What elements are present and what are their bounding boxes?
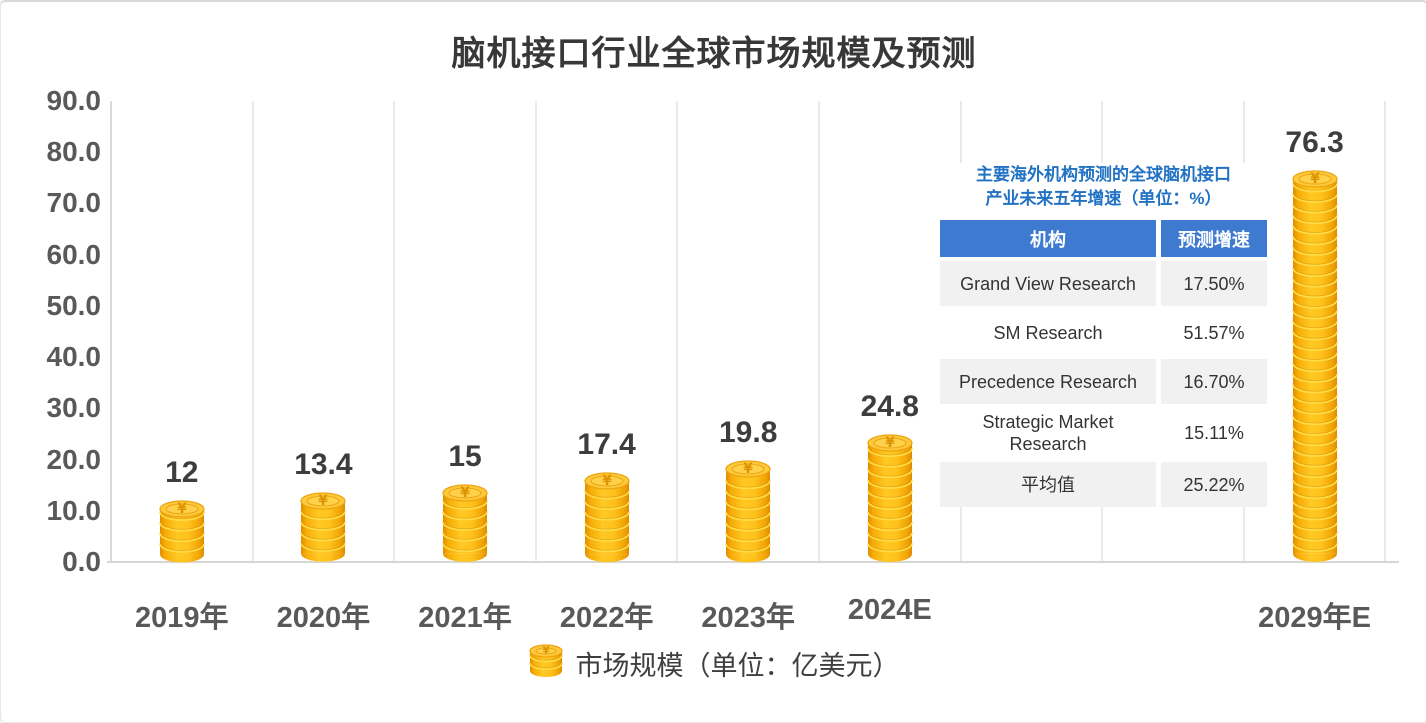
svg-text:¥: ¥ [319, 493, 329, 509]
y-tick-label: 30.0 [46, 392, 102, 424]
table-cell-org: SM Research [940, 310, 1156, 355]
y-tick-label: 60.0 [46, 238, 102, 270]
legend: ¥ 市场规模（单位：亿美元） [1, 644, 1426, 683]
inset-table-title-line2: 产业未来五年增速（单位：%） [985, 189, 1222, 208]
bar-value-label: 19.8 [718, 415, 778, 449]
y-tick-label: 10.0 [46, 494, 102, 526]
x-axis-line [107, 561, 1399, 563]
inset-table: 主要海外机构预测的全球脑机接口 产业未来五年增速（单位：%） 机构 预测增速 G… [940, 163, 1267, 507]
table-header-growth: 预测增速 [1161, 220, 1267, 257]
y-tick-label: 0.0 [62, 546, 101, 577]
bar-2019年: ¥ [158, 499, 205, 568]
coin-stack-icon: ¥ [528, 644, 563, 683]
x-tick-label: 2021年 [418, 602, 512, 634]
table-cell-org: Strategic Market Research [940, 408, 1156, 458]
bar-value-label: 13.4 [294, 448, 353, 482]
bar-2020年: ¥ [300, 492, 347, 568]
bar-value-label: 17.4 [577, 427, 636, 461]
chart-title: 脑机接口行业全球市场规模及预测 [451, 35, 977, 73]
y-axis-line [110, 101, 112, 562]
table-body: Grand View Research 17.50% SM Research 51.5… [940, 261, 1267, 507]
table-cell-org: 平均值 [940, 462, 1156, 507]
gridline [393, 101, 396, 562]
table-cell-growth: 16.70% [1161, 359, 1267, 404]
coin-stack-graphic: ¥ [442, 484, 488, 562]
table-cell-org: Grand View Research [940, 261, 1156, 306]
svg-text:¥: ¥ [1310, 171, 1320, 187]
y-tick-label: 90.0 [46, 85, 102, 116]
svg-text:¥: ¥ [542, 646, 549, 657]
x-tick-label: 2020年 [276, 602, 371, 634]
y-tick-label: 20.0 [46, 443, 102, 475]
inset-table-title-line1: 主要海外机构预测的全球脑机接口 [976, 165, 1231, 184]
x-tick-label: 2024E [847, 594, 932, 626]
coin-stack-graphic: ¥ [725, 459, 772, 562]
coin-stack-graphic: ¥ [1291, 170, 1338, 562]
table-row: Strategic Market Research 15.11% [940, 408, 1267, 458]
bar-value-label: 15 [448, 440, 482, 474]
table-cell-growth: 17.50% [1161, 261, 1267, 306]
svg-text:¥: ¥ [602, 473, 612, 489]
table-row: SM Research 51.57% [940, 310, 1267, 355]
y-tick-label: 70.0 [46, 187, 102, 219]
table-cell-growth: 25.22% [1161, 462, 1267, 507]
bar-value-label: 76.3 [1285, 126, 1344, 160]
gridline [818, 101, 820, 562]
table-header-org: 机构 [940, 220, 1156, 257]
table-row: Grand View Research 17.50% [940, 261, 1267, 306]
gridline [534, 101, 537, 562]
table-header-row: 机构 预测增速 [940, 220, 1267, 257]
x-tick-label: 2029年E [1258, 602, 1372, 634]
y-tick-label: 80.0 [46, 136, 102, 168]
svg-text:¥: ¥ [743, 460, 753, 476]
bar-value-label: 24.8 [860, 389, 919, 423]
x-tick-label: 2023年 [701, 602, 795, 634]
coin-stack-graphic: ¥ [158, 499, 205, 562]
svg-text:¥: ¥ [460, 485, 470, 501]
legend-label: 市场规模（单位：亿美元） [575, 651, 900, 681]
table-row: 平均值 25.22% [940, 462, 1267, 507]
gridline [1384, 101, 1387, 562]
x-tick-label: 2019年 [135, 602, 229, 634]
y-tick-label: 40.0 [46, 341, 102, 373]
svg-text:¥: ¥ [177, 500, 187, 516]
table-cell-org: Precedence Research [940, 359, 1156, 404]
coin-stack-graphic: ¥ [866, 434, 913, 562]
svg-text:¥: ¥ [885, 435, 895, 451]
coin-stack-graphic: ¥ [528, 644, 563, 677]
gridline [251, 101, 254, 562]
bar-2023年: ¥ [725, 459, 772, 568]
table-cell-growth: 15.11% [1161, 408, 1267, 458]
coin-stack-graphic: ¥ [300, 492, 347, 562]
coin-stack-graphic: ¥ [583, 472, 630, 562]
table-cell-growth: 51.57% [1161, 310, 1267, 355]
bar-2021年: ¥ [442, 484, 488, 568]
bar-value-label: 12 [165, 455, 199, 489]
bar-2029年E: ¥ [1291, 170, 1338, 568]
table-row: Precedence Research 16.70% [940, 359, 1267, 404]
x-tick-label: 2022年 [559, 602, 654, 634]
inset-table-title: 主要海外机构预测的全球脑机接口 产业未来五年增速（单位：%） [940, 163, 1267, 211]
bar-2024E: ¥ [866, 434, 913, 568]
y-tick-label: 50.0 [46, 289, 102, 321]
bar-2022年: ¥ [583, 472, 630, 568]
forecast-table: 机构 预测增速 Grand View Research 17.50% SM Rese… [940, 220, 1267, 507]
gridline [676, 101, 679, 562]
